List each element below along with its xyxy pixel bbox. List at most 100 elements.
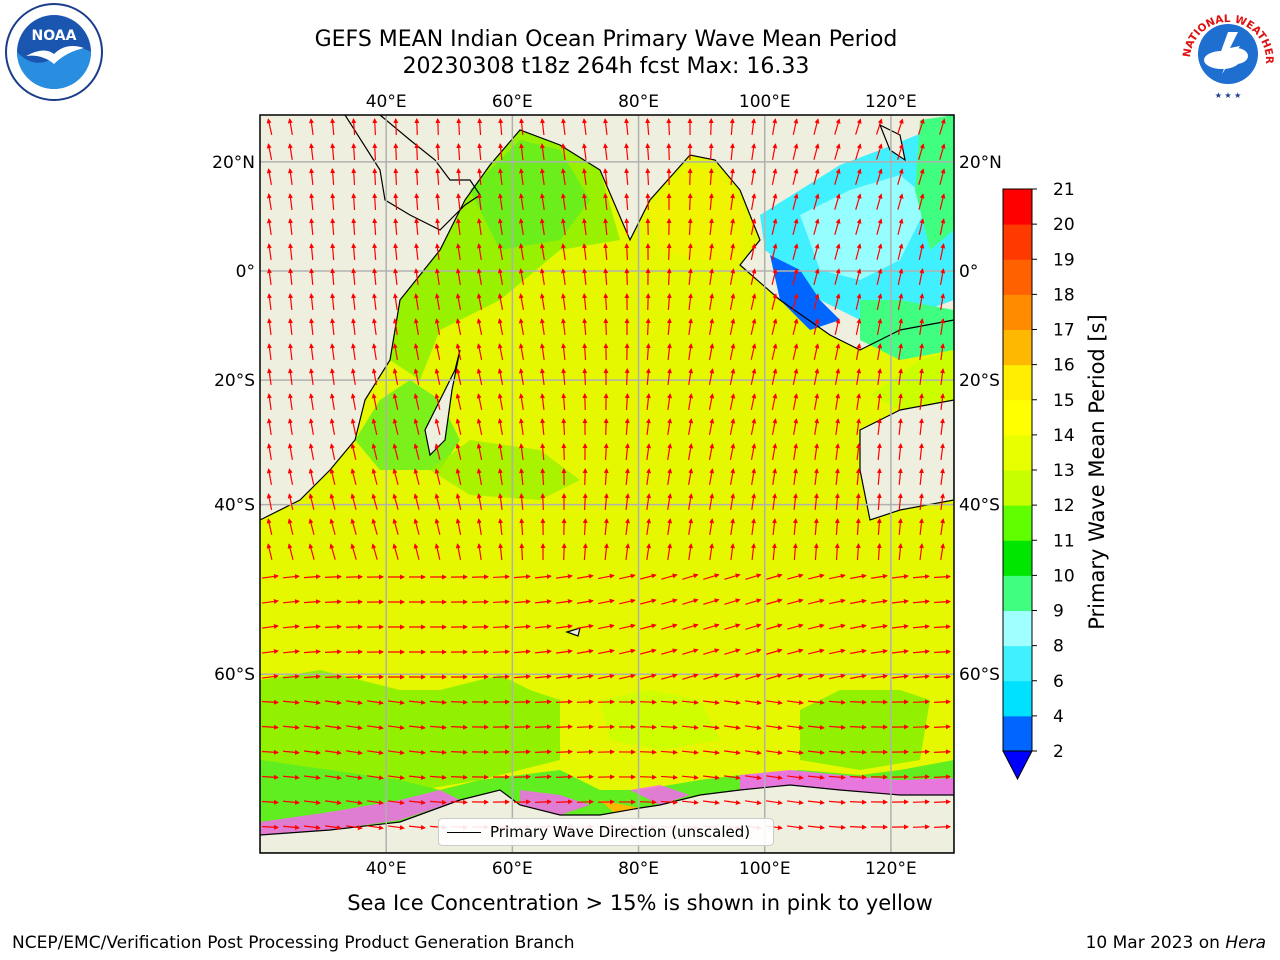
wave-arrow-596 — [303, 574, 321, 580]
wave-arrow-609 — [577, 573, 594, 579]
wave-arrow-768 — [450, 699, 468, 705]
wave-arrow-383 — [688, 393, 694, 410]
wave-arrow-451 — [729, 443, 736, 460]
wave-arrow-87 — [708, 168, 714, 186]
wave-arrow-715 — [724, 648, 741, 655]
wave-arrow-262 — [918, 293, 925, 310]
colorbar-segment-15 — [1003, 189, 1032, 225]
wave-arrow-577 — [603, 543, 609, 561]
wave-arrow-627 — [261, 598, 279, 604]
colorbar-tick-3: 8 — [1053, 637, 1064, 657]
wave-arrow-199 — [288, 268, 294, 286]
wave-arrow-878 — [681, 774, 699, 780]
colorbar-segment-14 — [1003, 224, 1032, 260]
wave-arrow-122 — [750, 193, 757, 210]
wave-arrow-373 — [476, 393, 483, 410]
wave-arrow-721 — [850, 648, 867, 655]
wave-arrow-95 — [876, 168, 883, 185]
wave-arrow-833 — [429, 749, 447, 755]
wave-arrow-291 — [834, 318, 841, 335]
colorbar-tick-1: 4 — [1053, 707, 1064, 727]
wave-arrow-171 — [393, 243, 399, 261]
wave-arrow-562 — [287, 543, 294, 560]
wave-arrow-102 — [330, 193, 336, 211]
wave-arrow-895 — [345, 800, 363, 806]
wave-arrow-723 — [891, 649, 909, 654]
wave-arrow-425 — [876, 418, 882, 436]
wave-arrow-394 — [918, 393, 924, 411]
wave-arrow-828 — [324, 750, 342, 756]
wave-arrow-463 — [287, 468, 294, 485]
wave-arrow-548 — [688, 518, 694, 535]
lon-tick-bottom-0: 40°E — [366, 859, 407, 879]
wave-arrow-534 — [392, 518, 399, 535]
wave-arrow-540 — [519, 518, 525, 536]
wave-arrow-81 — [581, 168, 587, 186]
wave-arrow-209 — [497, 268, 504, 285]
wave-arrow-885 — [828, 774, 846, 780]
wave-arrow-300 — [329, 343, 335, 361]
wave-arrow-103 — [351, 193, 357, 211]
lat-tick-left-4: 60°S — [214, 665, 255, 685]
wave-arrow-70 — [351, 168, 357, 186]
wave-arrow-606 — [513, 574, 531, 580]
wave-arrow-511 — [603, 493, 609, 511]
wave-arrow-331 — [288, 368, 293, 386]
wave-arrow-618 — [766, 573, 783, 580]
wave-arrow-348 — [645, 368, 651, 386]
wave-arrow-78 — [518, 168, 524, 186]
wave-arrow-400 — [350, 418, 357, 435]
wave-arrow-96 — [897, 168, 904, 185]
wave-arrow-340 — [476, 368, 483, 385]
wave-arrow-439 — [476, 443, 483, 460]
wave-arrow-750 — [766, 673, 783, 680]
wave-arrow-610 — [598, 573, 615, 580]
colorbar-tick-8: 13 — [1053, 461, 1075, 481]
wave-arrow-774 — [576, 699, 594, 705]
wave-arrow-645 — [640, 598, 657, 605]
svg-text:★ ★ ★: ★ ★ ★ — [1215, 91, 1242, 100]
wave-arrow-516 — [709, 493, 715, 510]
wave-arrow-282 — [645, 318, 651, 336]
wave-arrow-398 — [308, 418, 314, 435]
wave-arrow-32 — [939, 118, 946, 135]
wave-arrow-145 — [539, 218, 545, 235]
wave-arrow-677 — [619, 623, 636, 630]
wave-arrow-75 — [456, 168, 462, 186]
wave-arrow-474 — [519, 468, 525, 486]
wave-arrow-162 — [897, 218, 904, 235]
wave-arrow-910 — [660, 799, 678, 805]
wave-arrow-296 — [940, 318, 946, 335]
wave-arrow-69 — [330, 168, 336, 186]
wave-arrow-704 — [492, 649, 510, 655]
wave-arrow-590 — [876, 543, 882, 561]
wave-arrow-273 — [455, 318, 462, 335]
wave-arrow-443 — [561, 443, 567, 461]
wave-arrow-73 — [414, 168, 420, 186]
wave-arrow-584 — [750, 543, 756, 561]
wave-arrow-726 — [261, 673, 279, 679]
wave-arrow-79 — [539, 168, 545, 186]
wave-arrow-343 — [539, 368, 545, 386]
wave-arrow-311 — [561, 343, 567, 361]
wave-arrow-569 — [434, 543, 441, 560]
wave-arrow-904 — [534, 799, 552, 805]
wave-arrow-454 — [793, 443, 799, 460]
wave-arrow-1 — [287, 118, 293, 135]
wave-arrow-782 — [745, 700, 762, 706]
wave-arrow-751 — [787, 673, 804, 680]
wave-arrow-363 — [266, 393, 272, 411]
wave-arrow-154 — [730, 218, 736, 235]
wave-arrow-138 — [393, 218, 399, 236]
lat-tick-right-4: 60°S — [959, 665, 1000, 685]
wave-arrow-292 — [855, 318, 862, 335]
wave-arrow-656 — [871, 598, 888, 604]
wave-arrow-552 — [771, 518, 777, 536]
wave-arrow-593 — [940, 543, 946, 560]
wave-arrow-781 — [723, 700, 741, 706]
wave-arrow-549 — [709, 518, 715, 535]
wave-arrow-918 — [828, 799, 846, 805]
wave-arrow-424 — [856, 418, 861, 436]
wave-arrow-818 — [807, 724, 825, 730]
wave-arrow-405 — [455, 418, 462, 435]
